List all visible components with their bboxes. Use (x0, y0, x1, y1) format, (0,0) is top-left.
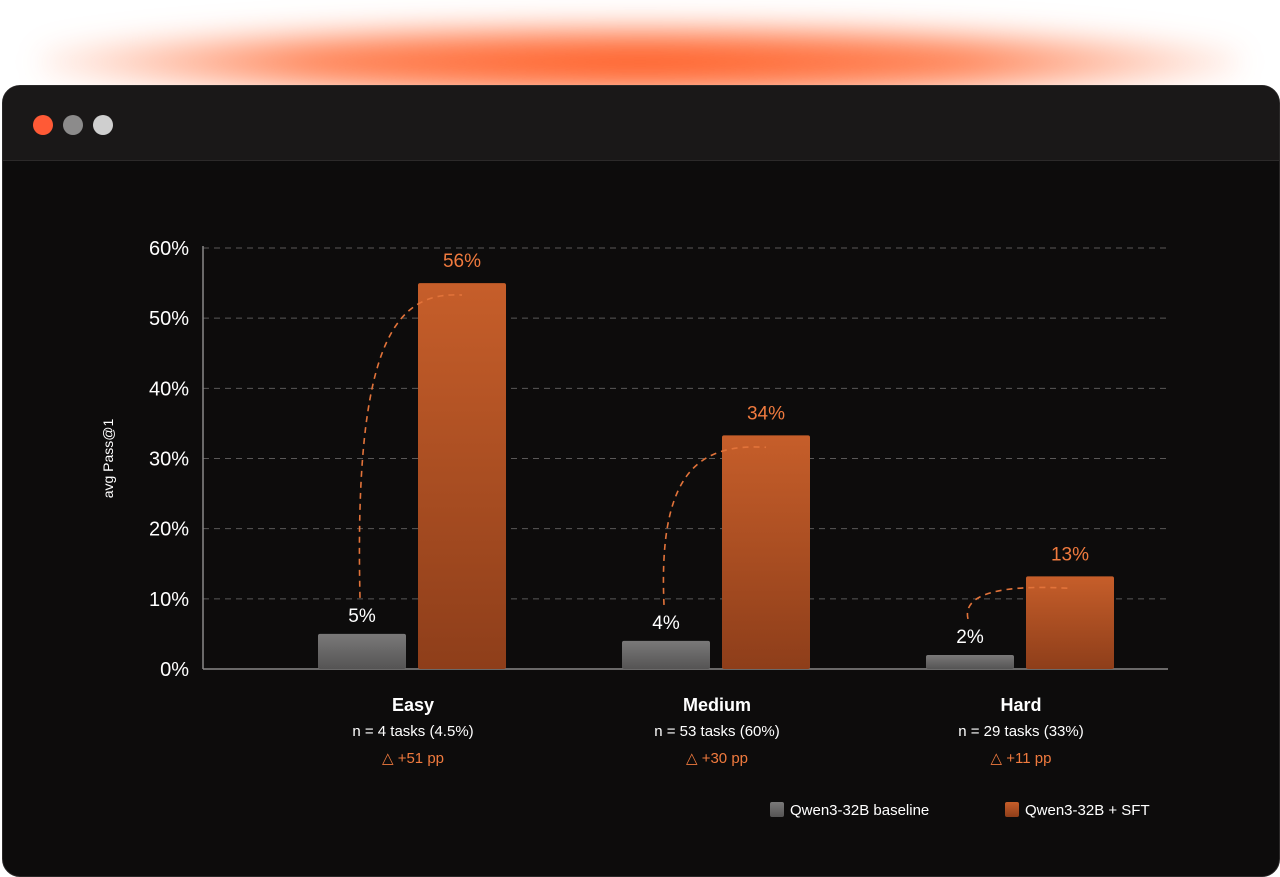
sft-value-label: 56% (443, 251, 481, 272)
category-task-count: n = 4 tasks (4.5%) (352, 723, 473, 740)
y-tick-label: 30% (149, 449, 189, 471)
y-tick-label: 20% (149, 519, 189, 541)
category-label: Hard (1000, 695, 1041, 715)
baseline-bar (926, 654, 1014, 669)
labels: 5% 56% Easy n = 4 tasks (4.5%) △ +51 pp 4% 34%… (348, 251, 1089, 767)
category-task-count: n = 29 tasks (33%) (958, 723, 1083, 740)
improvement-arc (358, 294, 463, 598)
baseline-bar (622, 640, 710, 669)
maximize-dot[interactable] (93, 115, 113, 135)
grid-lines (203, 247, 1168, 600)
sft-value-label: 34% (747, 403, 785, 424)
legend-sft-label: Qwen3-32B + SFT (1025, 802, 1150, 819)
category-label: Medium (683, 695, 751, 715)
category-delta: △ +51 pp (382, 750, 444, 767)
y-tick-label: 0% (160, 659, 189, 681)
sft-value-label: 13% (1051, 544, 1089, 565)
bar-chart: 0% 10% 20% 30% 40% 50% 60% avg Pass@1 5% 56% Easy… (100, 238, 1168, 819)
category-label: Easy (392, 695, 434, 715)
y-tick-label: 50% (149, 308, 189, 330)
close-dot[interactable] (33, 115, 53, 135)
y-tick-label: 40% (149, 378, 189, 400)
sft-bar (722, 435, 810, 669)
category-task-count: n = 53 tasks (60%) (654, 723, 779, 740)
y-axis-label: avg Pass@1 (100, 418, 116, 498)
y-tick-label: 60% (149, 238, 189, 260)
sft-bar (1026, 576, 1114, 669)
baseline-bar (318, 633, 406, 669)
legend-baseline-label: Qwen3-32B baseline (790, 802, 929, 819)
legend-baseline-swatch (770, 802, 784, 817)
bars (318, 283, 1114, 669)
legend: Qwen3-32B baseline Qwen3-32B + SFT (770, 802, 1150, 819)
category-delta: △ +30 pp (686, 750, 748, 767)
category-delta: △ +11 pp (991, 750, 1052, 767)
minimize-dot[interactable] (63, 115, 83, 135)
baseline-value-label: 4% (652, 613, 680, 634)
baseline-value-label: 2% (956, 627, 984, 648)
legend-sft-swatch (1005, 802, 1019, 817)
improvement-arc (662, 446, 767, 605)
baseline-value-label: 5% (348, 606, 376, 627)
sft-bar (418, 283, 506, 669)
axes: 0% 10% 20% 30% 40% 50% 60% avg Pass@1 (100, 238, 1168, 681)
y-tick-label: 10% (149, 589, 189, 611)
app-window: 0% 10% 20% 30% 40% 50% 60% avg Pass@1 5% 56% Easy… (2, 85, 1280, 877)
window-titlebar (3, 86, 1279, 161)
